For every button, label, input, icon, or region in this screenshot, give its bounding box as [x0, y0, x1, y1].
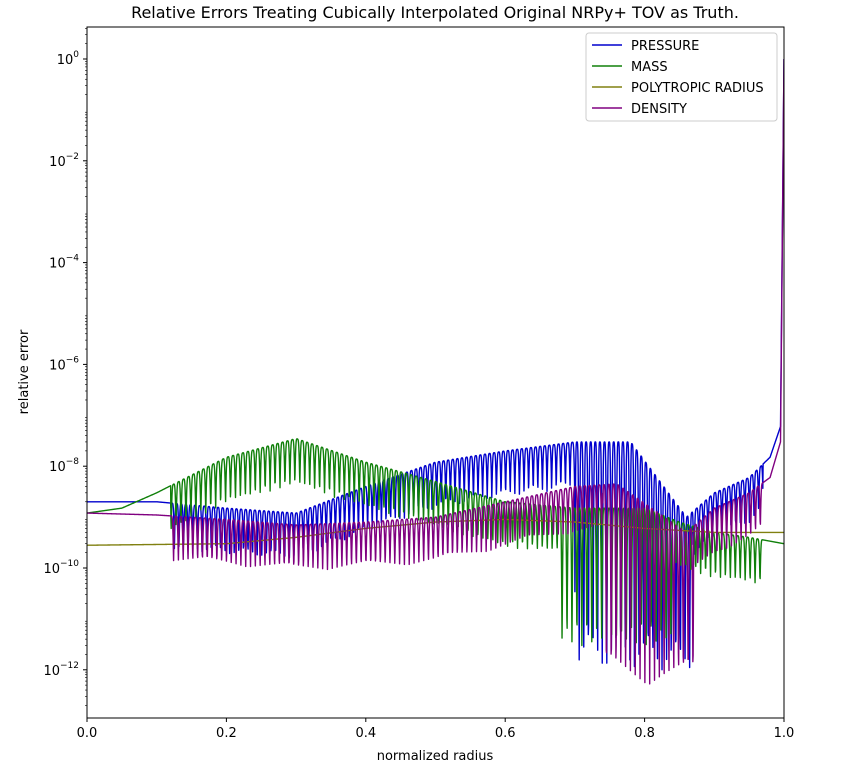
x-tick-label: 0.4	[355, 726, 376, 741]
x-tick-label: 0.0	[77, 726, 98, 741]
series-line-density	[87, 58, 784, 685]
y-tick-exponent: −10	[60, 559, 79, 569]
x-axis: 0.0 0.2 0.4 0.6 0.8 1.0	[77, 718, 795, 741]
chart-title: Relative Errors Treating Cubically Inter…	[131, 3, 739, 22]
legend-label: PRESSURE	[631, 39, 699, 54]
x-tick-label: 0.6	[495, 726, 516, 741]
y-tick-base: 10	[57, 53, 74, 68]
y-tick-label: 10−10	[43, 559, 79, 577]
y-tick-base: 10	[49, 460, 66, 475]
y-tick-label: 10−4	[49, 254, 79, 272]
y-tick-exponent: −6	[66, 355, 80, 365]
legend: PRESSURE MASS POLYTROPIC RADIUS DENSITY	[585, 32, 778, 122]
y-tick-label: 10−8	[49, 457, 79, 475]
y-tick-label: 10−6	[49, 355, 79, 373]
y-tick-exponent: −8	[66, 457, 80, 467]
series-line-mass	[87, 438, 784, 647]
y-tick-exponent: −2	[66, 152, 79, 162]
legend-label: DENSITY	[631, 102, 687, 117]
x-tick-label: 0.8	[634, 726, 655, 741]
series-line-pressure	[87, 58, 784, 671]
y-axis-label: relative error	[17, 329, 32, 414]
y-tick-base: 10	[49, 155, 66, 170]
legend-frame	[585, 32, 778, 122]
y-tick-exponent: −4	[66, 254, 80, 264]
x-tick-label: 1.0	[774, 726, 795, 741]
y-tick-label: 10−2	[49, 152, 79, 170]
y-tick-base: 10	[49, 257, 66, 272]
x-tick-label: 0.2	[216, 726, 237, 741]
y-tick-base: 10	[49, 358, 66, 373]
y-tick-label: 10−12	[43, 661, 79, 679]
y-tick-base: 10	[43, 664, 60, 679]
legend-label: MASS	[631, 60, 668, 75]
y-tick-exponent: −12	[60, 661, 79, 671]
y-tick-label: 100	[57, 50, 80, 68]
series-layer	[87, 58, 784, 685]
x-axis-label: normalized radius	[377, 749, 494, 764]
y-tick-exponent: 0	[73, 50, 79, 60]
legend-label: POLYTROPIC RADIUS	[631, 81, 764, 96]
y-tick-base: 10	[43, 562, 60, 577]
